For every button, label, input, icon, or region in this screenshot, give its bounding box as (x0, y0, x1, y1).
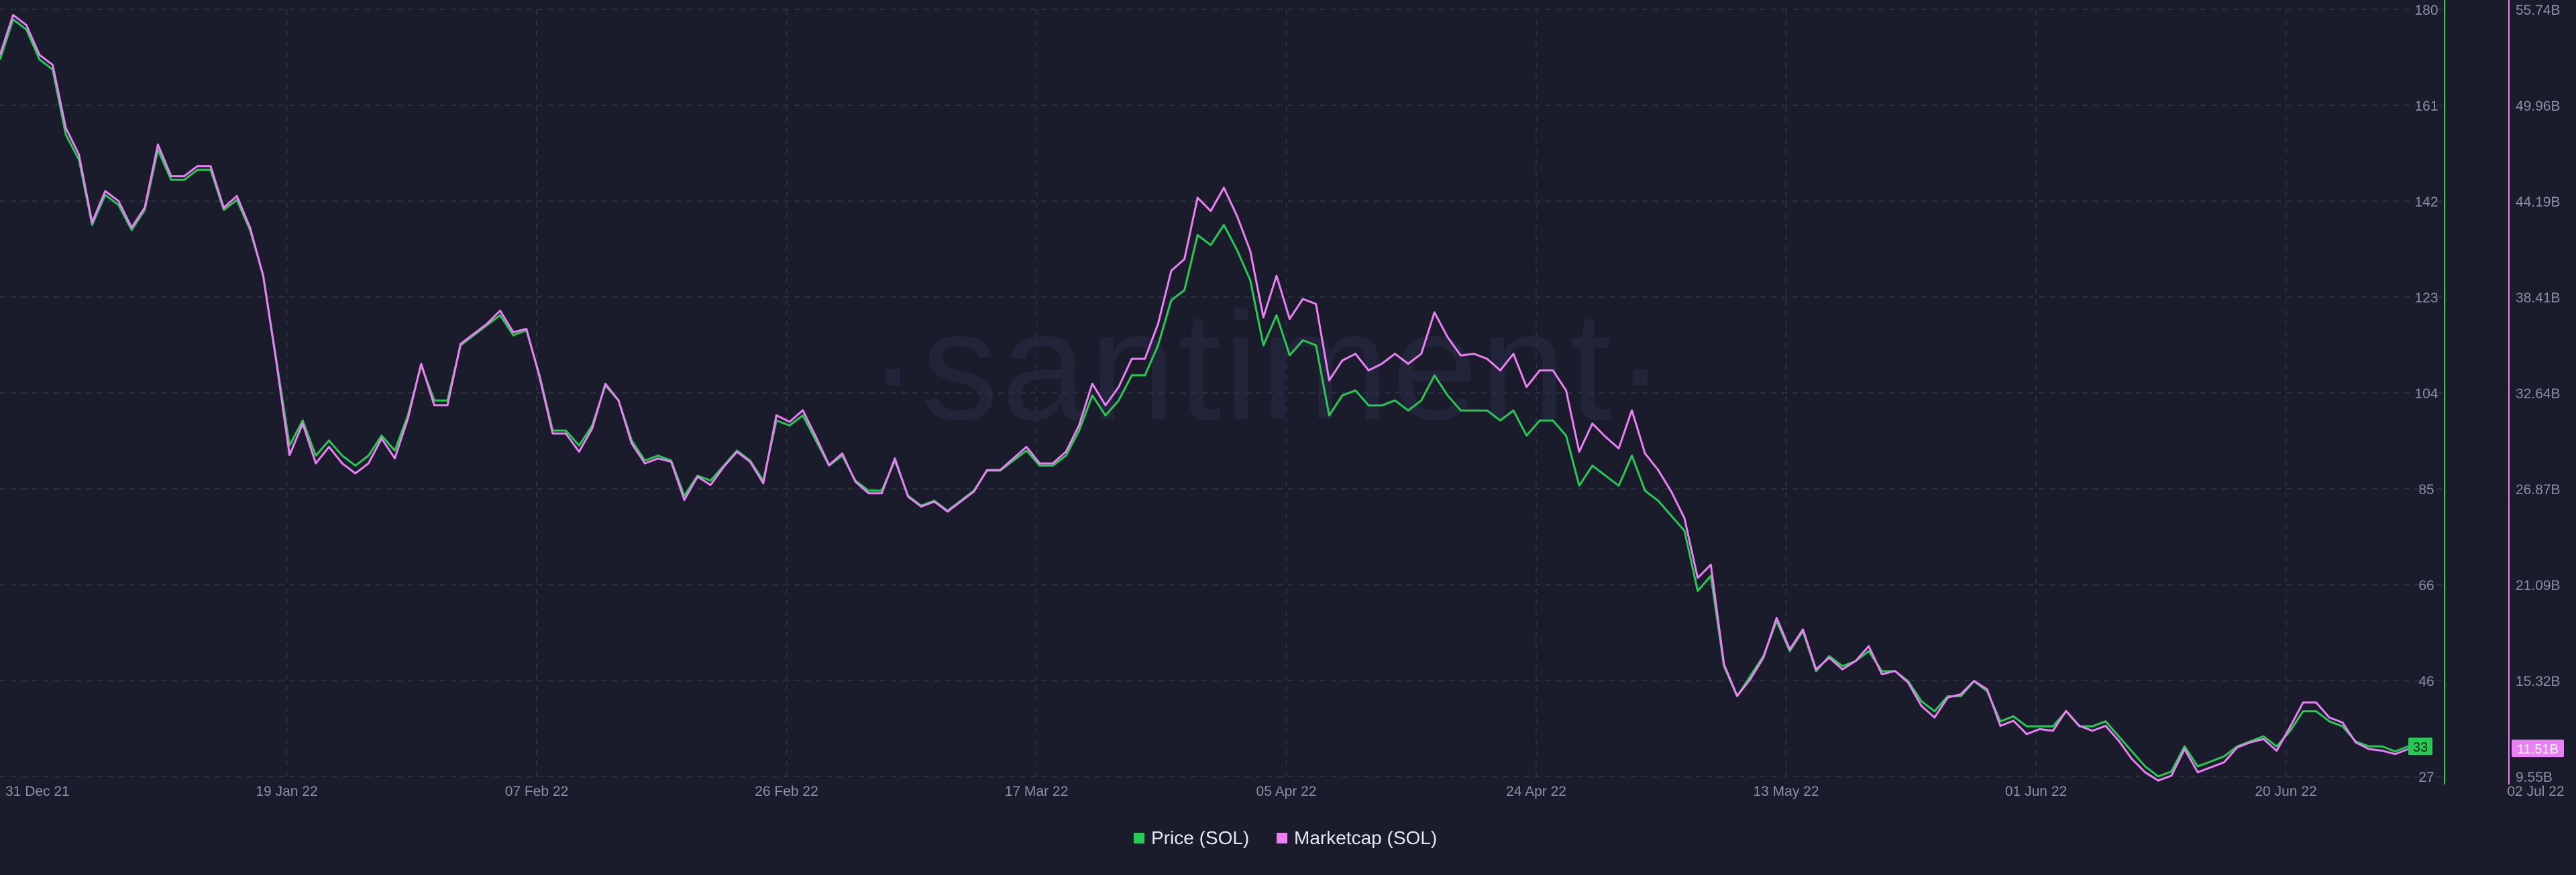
series-layer (0, 13, 2409, 782)
x-axis-tick: 07 Feb 22 (505, 784, 569, 799)
marketcap-axis-tick: 55.74B (2516, 3, 2561, 18)
price-axis-tick: 66 (2418, 578, 2434, 593)
x-axis-tick: 17 Mar 22 (1005, 784, 1069, 799)
marketcap-axis-tick: 38.41B (2516, 290, 2561, 306)
x-axis-tick: 05 Apr 22 (1256, 784, 1317, 799)
x-axis-tick: 20 Jun 22 (2255, 784, 2316, 799)
x-axis-tick: 13 May 22 (1753, 784, 1819, 799)
legend-swatch-price (1134, 833, 1144, 843)
x-axis-tick: 01 Jun 22 (2005, 784, 2067, 799)
legend-label-price[interactable]: Price (SOL) (1151, 827, 1249, 848)
price-badge-bg (2408, 738, 2432, 756)
legend[interactable]: Price (SOL) Marketcap (SOL) (1134, 827, 1437, 848)
axis-lines (2444, 0, 2510, 784)
price-axis: 180 161 142 123 104 85 66 46 27 (2414, 3, 2438, 785)
price-axis-tick: 142 (2414, 194, 2438, 210)
price-axis-tick: 27 (2418, 770, 2434, 785)
x-axis-tick: 24 Apr 22 (1506, 784, 1566, 799)
marketcap-current-badge: 11.51B (2517, 742, 2559, 757)
legend-swatch-marketcap (1277, 833, 1287, 843)
marketcap-axis-tick: 44.19B (2516, 194, 2561, 210)
marketcap-axis-tick: 9.55B (2516, 770, 2553, 785)
price-axis-tick: 123 (2414, 290, 2438, 306)
marketcap-axis-tick: 49.96B (2516, 99, 2561, 114)
price-axis-tick: 85 (2418, 482, 2434, 498)
current-value-badges: 33 11.51B (2408, 738, 2564, 758)
price-series-line (0, 18, 2409, 778)
x-axis: 31 Dec 21 19 Jan 22 07 Feb 22 26 Feb 22 17 M… (5, 784, 2565, 799)
marketcap-series-line (0, 13, 2409, 782)
x-axis-tick: 19 Jan 22 (256, 784, 317, 799)
marketcap-axis-tick: 26.87B (2516, 482, 2561, 498)
price-axis-tick: 161 (2414, 99, 2438, 114)
marketcap-axis-tick: 32.64B (2516, 386, 2561, 402)
price-axis-tick: 104 (2414, 386, 2438, 402)
x-axis-tick: 02 Jul 22 (2507, 784, 2564, 799)
x-axis-tick: 31 Dec 21 (5, 784, 70, 799)
price-axis-tick: 180 (2414, 3, 2438, 18)
marketcap-axis: 55.74B 49.96B 44.19B 38.41B 32.64B 26.87B 21.0… (2516, 3, 2561, 785)
marketcap-axis-tick: 21.09B (2516, 578, 2561, 593)
price-axis-tick: 46 (2418, 674, 2434, 689)
price-current-badge: 33 (2413, 740, 2428, 755)
x-axis-tick: 26 Feb 22 (755, 784, 818, 799)
marketcap-axis-tick: 15.32B (2516, 674, 2561, 689)
marketcap-badge-bg (2512, 740, 2564, 758)
legend-label-marketcap[interactable]: Marketcap (SOL) (1294, 827, 1437, 848)
